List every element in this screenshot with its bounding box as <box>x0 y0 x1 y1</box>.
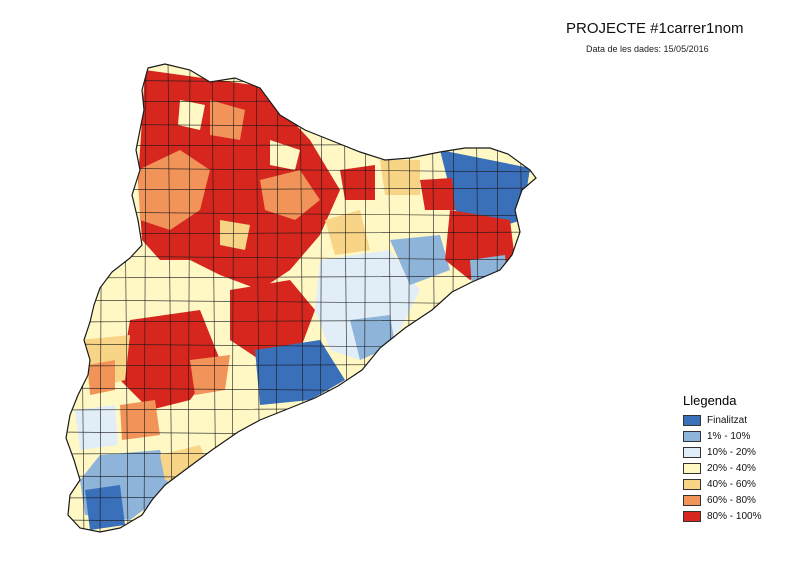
region-outline <box>65 63 537 533</box>
legend-swatch <box>683 414 701 426</box>
municipality-fills <box>66 64 536 532</box>
map-title: PROJECTE #1carrer1nom <box>566 20 744 37</box>
legend-swatch <box>683 494 701 506</box>
legend-title: Llegenda <box>683 393 737 408</box>
legend-swatch <box>683 478 701 490</box>
legend-label: 40% - 60% <box>707 478 756 490</box>
legend-label: 60% - 80% <box>707 494 756 506</box>
legend-swatch <box>683 430 701 442</box>
data-date-subtitle: Data de les dades: 15/05/2016 <box>586 44 709 54</box>
legend-item-20-40: 20% - 40% <box>683 460 793 476</box>
legend-item-80-100: 80% - 100% <box>683 508 793 524</box>
legend-items: Finalitzat 1% - 10% 10% - 20% 20% - 40% … <box>683 412 793 524</box>
legend-item-40-60: 40% - 60% <box>683 476 793 492</box>
legend-item-10-20: 10% - 20% <box>683 444 793 460</box>
legend-label: 10% - 20% <box>707 446 756 458</box>
legend-item-60-80: 60% - 80% <box>683 492 793 508</box>
legend-label: Finalitzat <box>707 414 748 426</box>
choropleth-map <box>65 63 537 533</box>
legend-label: 20% - 40% <box>707 462 756 474</box>
legend-item-finalitzat: Finalitzat <box>683 412 793 428</box>
legend-item-1-10: 1% - 10% <box>683 428 793 444</box>
legend-swatch <box>683 510 701 522</box>
legend-swatch <box>683 446 701 458</box>
map-legend: Llegenda Finalitzat 1% - 10% 10% - 20% 2… <box>683 393 793 524</box>
legend-label: 1% - 10% <box>707 430 751 442</box>
legend-label: 80% - 100% <box>707 510 762 522</box>
legend-swatch <box>683 462 701 474</box>
